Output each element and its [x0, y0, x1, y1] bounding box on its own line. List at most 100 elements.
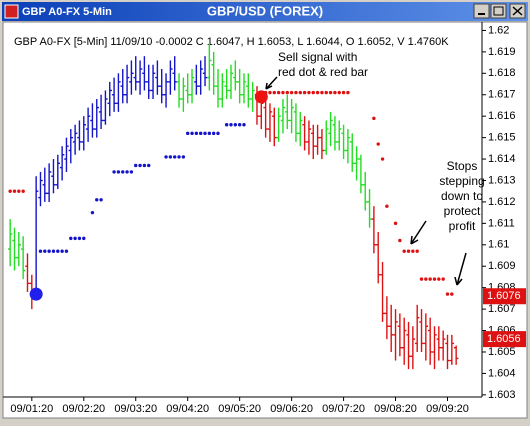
info-line: GBP A0-FX [5-Min] 11/09/10 -0.0002 C 1.6…: [14, 36, 449, 48]
ohlc-bar: [233, 60, 238, 91]
ohlc-bar: [363, 171, 368, 211]
stop-dot: [125, 170, 129, 174]
stop-dot: [272, 90, 276, 95]
stop-dot: [43, 249, 47, 253]
ohlc-bar: [367, 189, 372, 228]
ohlc-bar: [120, 69, 125, 104]
close-glyph: [512, 6, 523, 16]
x-tick-label: 09/01:20: [10, 403, 53, 415]
stop-dot: [419, 277, 424, 281]
stop-dot: [294, 90, 298, 95]
y-tick-label: 1.616: [488, 110, 516, 122]
stop-dot: [441, 277, 445, 281]
ohlc-bar: [285, 94, 290, 130]
ohlc-bar: [393, 309, 398, 361]
ohlc-bar: [172, 56, 177, 91]
stop-dot: [185, 131, 190, 136]
stop-dot: [216, 131, 220, 136]
stop-dot: [450, 292, 454, 296]
y-tick-label: 1.603: [488, 389, 516, 401]
ohlc-bar: [328, 111, 333, 147]
x-tick-label: 09/08:20: [374, 403, 417, 415]
annotation: Sell signal with red dot & red bar: [265, 50, 368, 90]
ohlc-bar: [436, 326, 442, 361]
stop-dot: [337, 90, 341, 95]
stop-dot: [328, 90, 333, 95]
stop-dot: [116, 170, 121, 174]
ohlc-bar: [72, 124, 78, 155]
ohlc-bar: [133, 56, 138, 91]
ohlc-bar: [315, 124, 320, 155]
ohlc-bar: [345, 129, 351, 164]
ohlc-bar: [306, 120, 312, 155]
stop-dot: [21, 189, 25, 193]
ohlc-bar: [198, 60, 203, 95]
ohlc-bar: [293, 103, 299, 142]
ohlc-bar: [449, 334, 455, 365]
ohlc-bar: [202, 56, 208, 87]
stop-dot: [198, 131, 203, 136]
stop-dot: [311, 90, 315, 95]
y-tick-label: 1.605: [488, 346, 516, 358]
ohlc-bar: [42, 167, 48, 202]
x-tick-label: 09/04:20: [166, 403, 209, 415]
arrow: [410, 220, 427, 245]
ohlc-bar: [51, 159, 56, 194]
stop-dot: [398, 238, 402, 243]
stop-dot: [324, 90, 328, 95]
stop-dot: [211, 131, 216, 136]
x-tick-label: 09/02:20: [62, 403, 105, 415]
ohlc-bar: [311, 124, 316, 160]
stop-dot: [315, 90, 320, 95]
stop-dot: [134, 163, 138, 168]
stop-dot: [320, 90, 324, 95]
ohlc-bar: [228, 64, 234, 100]
x-tick-label: 09/06:20: [270, 403, 313, 415]
ohlc-bar: [427, 317, 433, 365]
ohlc-bar: [77, 120, 82, 151]
ohlc-bar: [155, 60, 160, 95]
stop-dot: [60, 249, 64, 253]
y-tick-label: 1.615: [488, 132, 516, 144]
stop-dot: [164, 155, 168, 159]
stop-dot: [173, 155, 177, 159]
ohlc-bar: [298, 111, 303, 147]
ohlc-bar: [185, 73, 190, 104]
stop-dot: [432, 277, 437, 281]
stop-dot: [242, 123, 246, 127]
plot: 1.62 1.619 1.618 1.617 1.616 1.615 1.614 1.613 1…: [7, 24, 526, 415]
stop-dot: [47, 249, 51, 253]
stop-dot: [99, 198, 103, 202]
window-buttons[interactable]: [473, 3, 526, 19]
ohlc-bar: [250, 81, 255, 112]
ohlc-bar: [237, 69, 242, 104]
stop-dot: [415, 249, 419, 253]
stop-dot: [194, 131, 199, 136]
chart-title: GBP/USD (FOREX): [207, 3, 323, 18]
ohlc-bar: [302, 116, 307, 151]
ohlc-bar: [59, 146, 65, 181]
stop-dot: [229, 123, 233, 127]
stop-dot: [51, 249, 56, 253]
stop-dot: [112, 170, 116, 174]
maximize-button[interactable]: [490, 3, 507, 19]
stop-dot: [121, 170, 125, 174]
ohlc-bar: [16, 231, 22, 267]
signal-dot: [29, 287, 43, 301]
ohlc-bar: [215, 69, 221, 108]
ohlc-bar: [211, 51, 216, 95]
stop-dot: [190, 131, 194, 136]
y-tick-label: 1.617: [488, 89, 516, 101]
ohlc-bar: [25, 253, 30, 292]
stop-dot: [147, 163, 151, 168]
stop-dot: [224, 123, 229, 127]
y-tick-label: 1.611: [488, 217, 515, 229]
ohlc-bar: [419, 309, 424, 352]
ohlc-bar: [371, 206, 377, 254]
stop-dot: [90, 210, 95, 215]
ohlc-bar: [129, 60, 134, 95]
ohlc-bar: [324, 120, 329, 155]
minimize-button[interactable]: [473, 3, 490, 19]
ohlc-bar: [163, 73, 169, 108]
